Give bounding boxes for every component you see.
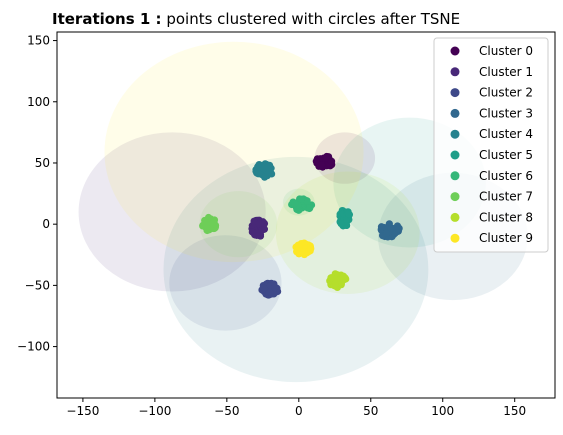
cluster-point [295,243,303,251]
cluster-circle-0 [314,132,376,184]
cluster-points-9 [292,239,315,259]
cluster-circle-4 [163,156,429,383]
legend-label-2: Cluster 2 [479,86,533,100]
legend-label-3: Cluster 3 [479,106,533,120]
cluster-point [260,284,268,293]
x-tick-label: −50 [214,404,239,418]
cluster-points-5 [336,206,354,230]
cluster-point [300,239,308,247]
cluster-point [260,164,268,173]
cluster-point [291,200,299,208]
chart-title-rest: points clustered with circles after TSNE [162,10,461,28]
plot-frame [56,31,556,399]
cluster-point [312,157,320,165]
cluster-circle-7 [199,191,278,258]
cluster-points-2 [258,279,282,299]
y-tick-label: 50 [35,156,50,170]
cluster-point [382,229,391,237]
cluster-points [199,152,403,299]
legend-label-4: Cluster 4 [479,127,533,141]
cluster-circle-2 [169,235,282,331]
cluster-point [209,220,217,228]
cluster-point [307,245,315,253]
cluster-points-3 [377,220,403,241]
legend-marker-2 [450,88,460,98]
cluster-point [303,197,311,205]
x-tick-label: 50 [363,404,378,418]
legend-label-5: Cluster 5 [479,148,533,162]
cluster-point [265,161,274,169]
cluster-point [395,225,403,233]
legend-marker-5 [450,150,460,160]
cluster-point [377,223,386,231]
cluster-circle-1 [78,132,266,292]
cluster-point [258,226,266,234]
legend-label-9: Cluster 9 [479,231,533,245]
cluster-point [387,224,395,233]
legend-label-8: Cluster 8 [479,210,533,224]
x-tick-label: 100 [431,404,454,418]
legend-marker-1 [450,67,460,77]
legend-label-0: Cluster 0 [479,44,533,58]
cluster-point [335,276,343,284]
x-axis: −150 −100 −50 0 50 100 150 [66,398,526,418]
cluster-point [344,210,353,218]
cluster-point [327,157,336,165]
legend-label-7: Cluster 7 [479,190,533,204]
y-axis: −100 −50 0 50 100 150 [17,34,57,354]
legend-label-6: Cluster 6 [479,169,533,183]
x-tick-label: 0 [295,404,303,418]
cluster-point [327,274,336,282]
cluster-point [317,161,326,169]
cluster-point [270,284,279,292]
y-tick-label: 100 [27,95,50,109]
cluster-point [254,170,262,178]
cluster-circle-9 [104,41,364,263]
cluster-point [306,204,314,212]
cluster-point [248,228,256,236]
legend-box [433,37,549,253]
legend-marker-6 [450,171,460,181]
cluster-point [295,249,304,257]
cluster-point [255,220,263,228]
cluster-points-0 [312,152,336,171]
chart-title-bold: Iterations 1 : [52,10,162,28]
cluster-points-1 [248,216,269,240]
cluster-point [297,195,306,203]
y-tick-label: −100 [17,340,50,354]
cluster-point [202,220,210,228]
legend-marker-3 [450,108,460,118]
cluster-point [337,220,345,228]
cluster-point [322,153,331,162]
y-tick-label: 0 [42,217,50,231]
legend-marker-7 [450,192,460,202]
x-tick-label: −150 [66,404,99,418]
cluster-points-8 [326,270,350,291]
legend-label-1: Cluster 1 [479,65,533,79]
y-tick-label: 150 [27,34,50,48]
cluster-points-4 [252,160,276,181]
y-tick-label: −50 [25,278,50,292]
cluster-points-6 [288,195,316,214]
chart-title: Iterations 1 : points clustered with cir… [52,10,460,28]
legend-marker-0 [450,46,460,56]
x-tick-label: −100 [138,404,171,418]
legend-marker-9 [450,233,460,243]
x-tick-label: 150 [503,404,526,418]
legend-marker-4 [450,129,460,139]
cluster-points-7 [199,213,220,235]
legend-marker-8 [450,212,460,222]
legend: Cluster 0 Cluster 1 Cluster 2 Cluster 3 Clus… [433,37,549,253]
